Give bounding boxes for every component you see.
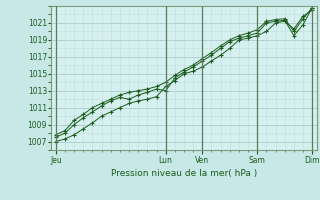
X-axis label: Pression niveau de la mer( hPa ): Pression niveau de la mer( hPa ): [111, 169, 257, 178]
